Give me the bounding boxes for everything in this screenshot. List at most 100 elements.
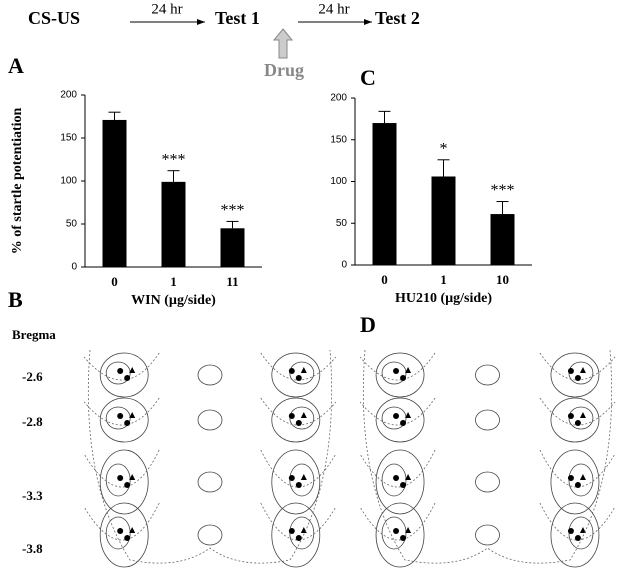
x-tick-label: 11	[226, 274, 238, 289]
brain-tract	[539, 502, 616, 541]
brain-region	[375, 352, 425, 398]
site-marker	[579, 412, 586, 418]
site-marker	[400, 375, 407, 381]
brain-region	[375, 397, 425, 443]
panel-label: A	[8, 53, 24, 78]
brain-sections	[83, 349, 616, 568]
bar	[161, 181, 186, 267]
brain-region	[99, 352, 149, 398]
brain-region	[271, 397, 321, 443]
brain-region	[550, 352, 600, 398]
site-marker	[579, 474, 586, 480]
site-marker	[288, 475, 295, 481]
site-marker	[405, 527, 412, 533]
bar	[220, 228, 245, 267]
site-marker	[117, 528, 124, 534]
site-marker	[288, 528, 295, 534]
brain-tract	[260, 397, 337, 426]
site-marker	[288, 368, 295, 374]
y-tick-label: 150	[330, 134, 347, 145]
y-tick-label: 0	[71, 262, 77, 273]
drug-arrow	[272, 28, 294, 59]
y-axis-label: % of startle potentiation	[10, 107, 25, 254]
protocol-start: CS-US	[28, 8, 80, 28]
midline-structure	[475, 524, 500, 546]
site-marker	[295, 482, 302, 488]
site-marker	[567, 475, 574, 481]
y-tick-label: 50	[66, 219, 78, 230]
bregma-level: -3.3	[22, 488, 43, 503]
site-marker	[117, 413, 124, 419]
site-marker	[405, 474, 412, 480]
interval-label: 24 hr	[318, 1, 349, 17]
site-marker	[393, 368, 400, 374]
significance: ***	[162, 151, 186, 168]
site-marker	[124, 535, 131, 541]
site-marker	[124, 420, 131, 426]
site-marker	[574, 482, 581, 488]
site-marker	[393, 528, 400, 534]
site-marker	[295, 375, 302, 381]
site-marker	[117, 475, 124, 481]
bregma-level: -2.6	[22, 369, 43, 384]
brain-tract	[83, 449, 160, 488]
bar	[431, 176, 456, 265]
x-tick-label: 1	[440, 272, 447, 287]
brain-tract	[359, 352, 436, 381]
y-tick-label: 200	[330, 93, 347, 104]
bar	[490, 214, 515, 265]
brain-region	[99, 502, 149, 568]
brain-region	[271, 502, 321, 568]
y-tick-label: 100	[60, 176, 77, 187]
drug-label: Drug	[264, 60, 304, 80]
panel-label: D	[360, 312, 376, 337]
brain-tract	[359, 502, 436, 541]
brain-tract	[83, 397, 160, 426]
site-marker	[300, 412, 307, 418]
site-marker	[567, 413, 574, 419]
brain-tract	[260, 502, 337, 541]
brain-region	[271, 352, 321, 398]
test-2: Test 2	[375, 8, 420, 28]
brain-region	[550, 449, 600, 515]
brain-region	[375, 449, 425, 515]
site-marker	[117, 368, 124, 374]
site-marker	[393, 413, 400, 419]
site-marker	[129, 527, 136, 533]
midline-structure	[197, 471, 223, 493]
brain-tract	[83, 352, 160, 381]
brain-tract	[260, 352, 337, 381]
midline-structure	[475, 364, 500, 386]
bar	[102, 119, 127, 267]
midline-structure	[197, 409, 223, 431]
site-marker	[129, 367, 136, 373]
y-tick-label: 50	[336, 218, 348, 229]
midline-structure	[197, 524, 223, 546]
y-tick-label: 200	[60, 90, 77, 101]
site-marker	[129, 412, 136, 418]
bregma-level: -3.8	[22, 541, 43, 556]
brain-region	[375, 502, 425, 568]
panel-label: C	[360, 65, 376, 90]
brain-region	[550, 502, 600, 568]
site-marker	[574, 535, 581, 541]
significance: ***	[491, 182, 515, 199]
site-marker	[295, 420, 302, 426]
y-tick-label: 150	[60, 133, 77, 144]
panel-label: B	[8, 287, 23, 312]
y-tick-label: 0	[341, 260, 347, 271]
x-tick-label: 0	[381, 272, 388, 287]
site-marker	[574, 420, 581, 426]
x-axis-label: HU210 (µg/side)	[395, 291, 492, 306]
significance: *	[440, 140, 448, 157]
site-marker	[124, 482, 131, 488]
x-axis-label: WIN (µg/side)	[131, 293, 216, 308]
site-marker	[567, 528, 574, 534]
site-marker	[405, 412, 412, 418]
brain-tract	[539, 397, 616, 426]
site-marker	[579, 527, 586, 533]
bregma-level: -2.8	[22, 414, 43, 429]
brain-region	[271, 449, 321, 515]
site-marker	[300, 474, 307, 480]
site-marker	[288, 413, 295, 419]
